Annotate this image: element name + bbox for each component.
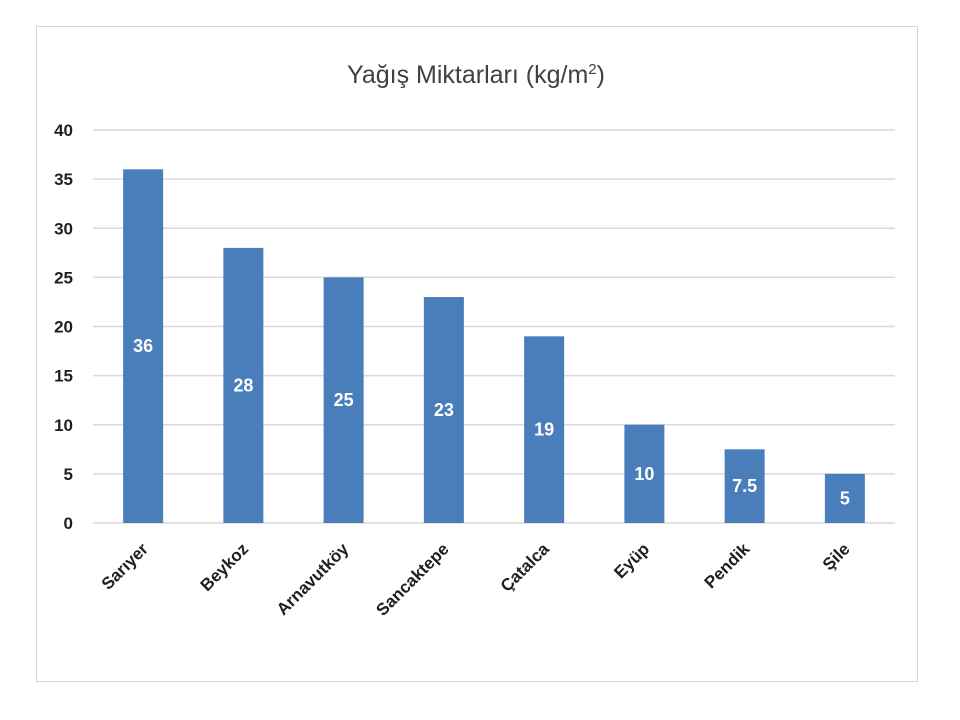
bar bbox=[724, 449, 765, 523]
x-tick-label: Pendik bbox=[701, 539, 754, 592]
y-axis-ticks: 0 5 10 15 20 25 30 35 40 bbox=[54, 121, 73, 533]
bar bbox=[323, 277, 364, 523]
bar bbox=[123, 169, 164, 524]
bar bbox=[223, 247, 264, 523]
chart-title-main: Yağış Miktarları (kg/m bbox=[347, 61, 588, 89]
gridlines bbox=[93, 129, 895, 524]
x-tick-label: Sancaktepe bbox=[372, 539, 452, 619]
bar-data-label: 25 bbox=[334, 390, 354, 410]
y-tick-label: 10 bbox=[54, 416, 73, 435]
bar bbox=[423, 297, 464, 523]
y-tick-label: 15 bbox=[54, 367, 73, 386]
x-tick-label: Eyüp bbox=[610, 539, 653, 582]
bar-data-label: 28 bbox=[233, 375, 253, 395]
x-tick-label: Şile bbox=[819, 539, 854, 574]
bars bbox=[123, 169, 865, 524]
x-tick-label: Arnavutköy bbox=[273, 539, 353, 619]
bar-data-label: 7.5 bbox=[732, 476, 757, 496]
chart-title: Yağış Miktarları (kg/m2) bbox=[347, 61, 605, 89]
chart-frame bbox=[36, 26, 918, 682]
bar-data-label: 23 bbox=[434, 400, 454, 420]
y-tick-label: 0 bbox=[64, 514, 73, 533]
y-tick-label: 40 bbox=[54, 121, 73, 140]
data-labels: 36 28 25 23 19 10 7.5 5 bbox=[133, 336, 850, 508]
chart-title-superscript: 2 bbox=[588, 61, 596, 78]
y-tick-label: 25 bbox=[54, 268, 73, 287]
chart-title-end: ) bbox=[597, 61, 605, 89]
y-tick-label: 5 bbox=[64, 465, 73, 484]
bar-data-label: 5 bbox=[840, 488, 850, 508]
x-tick-label: Çatalca bbox=[497, 539, 554, 596]
y-tick-label: 30 bbox=[54, 219, 73, 238]
y-tick-label: 20 bbox=[54, 318, 73, 337]
bar bbox=[824, 473, 865, 523]
bar bbox=[524, 336, 565, 523]
x-tick-label: Sarıyer bbox=[98, 539, 152, 593]
bar-data-label: 10 bbox=[634, 464, 654, 484]
x-axis-ticks: Sarıyer Beykoz Arnavutköy Sancaktepe Çatalca… bbox=[98, 539, 854, 620]
bar-data-label: 36 bbox=[133, 336, 153, 356]
bar bbox=[624, 424, 665, 523]
y-tick-label: 35 bbox=[54, 170, 73, 189]
x-tick-label: Beykoz bbox=[197, 539, 253, 595]
bar-data-label: 19 bbox=[534, 420, 554, 440]
